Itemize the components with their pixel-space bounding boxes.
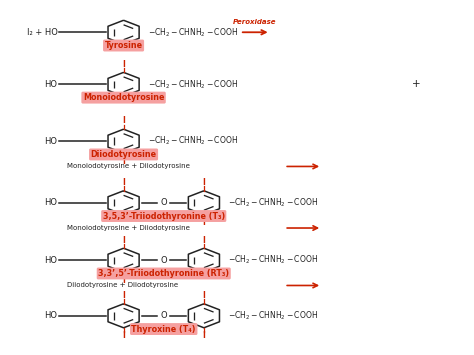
Text: Thyroxine (T₄): Thyroxine (T₄) <box>131 324 196 334</box>
Text: HO: HO <box>45 311 57 320</box>
Text: I: I <box>122 60 125 69</box>
Text: I: I <box>122 116 125 125</box>
Text: 3,3’,5’-Triiodothyronine (RT₃): 3,3’,5’-Triiodothyronine (RT₃) <box>98 269 229 278</box>
Text: I: I <box>202 332 205 340</box>
Text: I: I <box>122 276 125 285</box>
Text: HO: HO <box>45 80 57 89</box>
Text: Tyrosine: Tyrosine <box>104 41 143 50</box>
Text: Monoiodotyrosine + Diiodotyrosine: Monoiodotyrosine + Diiodotyrosine <box>67 225 190 231</box>
Text: I: I <box>202 235 205 245</box>
Text: $-$CH$_{2}-$CHNH$_{2}-$COOH: $-$CH$_{2}-$CHNH$_{2}-$COOH <box>228 197 318 209</box>
Text: O: O <box>160 198 167 207</box>
Text: Diiodotyrosine + Diiodotyrosine: Diiodotyrosine + Diiodotyrosine <box>67 283 178 289</box>
Text: I: I <box>122 178 125 187</box>
Text: I: I <box>122 332 125 340</box>
Text: Diiodotyrosine: Diiodotyrosine <box>91 150 156 159</box>
Text: Monoiodotyrosine + Diiodotyrosine: Monoiodotyrosine + Diiodotyrosine <box>67 163 190 169</box>
Text: $-$CH$_{2}-$CHNH$_{2}-$COOH: $-$CH$_{2}-$CHNH$_{2}-$COOH <box>228 310 318 322</box>
Text: I: I <box>202 291 205 300</box>
Text: HO: HO <box>45 198 57 207</box>
Text: Peroxidase: Peroxidase <box>233 19 277 25</box>
Text: O: O <box>160 256 167 265</box>
Text: I: I <box>122 235 125 245</box>
Text: I: I <box>122 157 125 166</box>
Text: HO: HO <box>45 137 57 146</box>
Text: I: I <box>202 178 205 187</box>
Text: HO: HO <box>45 256 57 265</box>
Text: $-$CH$_{2}-$CHNH$_{2}-$COOH: $-$CH$_{2}-$CHNH$_{2}-$COOH <box>148 78 238 91</box>
Text: $-$CH$_{2}-$CHNH$_{2}-$COOH: $-$CH$_{2}-$CHNH$_{2}-$COOH <box>148 26 238 38</box>
Text: O: O <box>160 311 167 320</box>
Text: $-$CH$_{2}-$CHNH$_{2}-$COOH: $-$CH$_{2}-$CHNH$_{2}-$COOH <box>228 254 318 267</box>
Text: Monoiodotyrosine: Monoiodotyrosine <box>83 93 164 102</box>
Text: $-$CH$_{2}-$CHNH$_{2}-$COOH: $-$CH$_{2}-$CHNH$_{2}-$COOH <box>148 135 238 147</box>
Text: +: + <box>412 80 421 89</box>
Text: 3,5,3’-Triiodothyronine (T₃): 3,5,3’-Triiodothyronine (T₃) <box>102 212 225 220</box>
Text: I: I <box>202 218 205 228</box>
Text: I: I <box>122 291 125 300</box>
Text: I₂ + HO: I₂ + HO <box>27 28 57 37</box>
